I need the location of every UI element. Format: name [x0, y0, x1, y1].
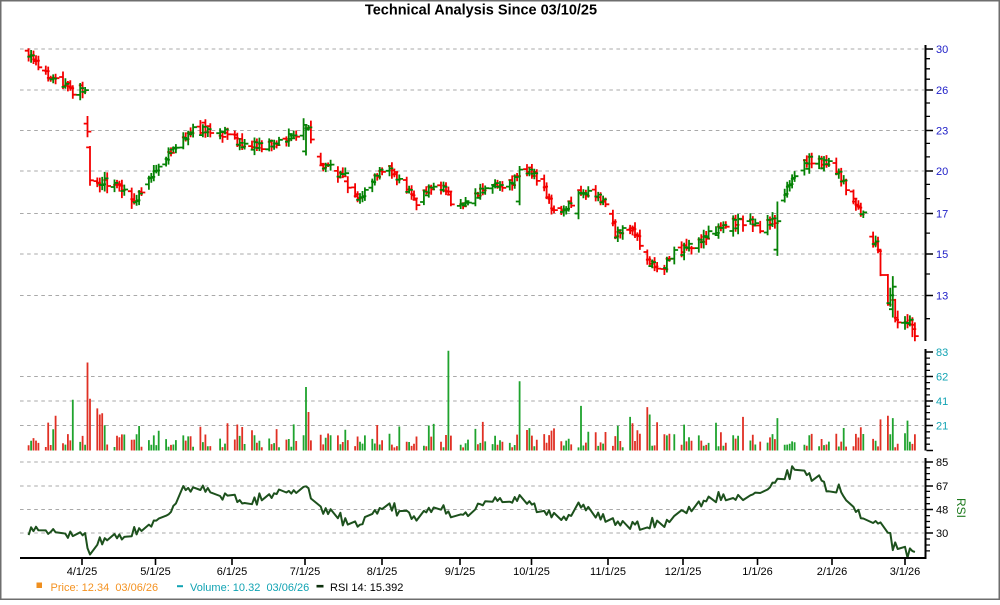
svg-text:11/1/25: 11/1/25: [590, 566, 626, 578]
svg-text:RSI: RSI: [954, 498, 968, 518]
svg-text:26: 26: [936, 85, 948, 97]
svg-text:83: 83: [936, 347, 948, 359]
svg-text:12/1/25: 12/1/25: [665, 566, 702, 578]
svg-text:Volume: 10.32 03/06/26: Volume: 10.32 03/06/26: [190, 582, 309, 594]
svg-text:RSI 14: 15.392: RSI 14: 15.392: [330, 582, 403, 594]
svg-text:23: 23: [936, 126, 948, 138]
svg-text:7/1/25: 7/1/25: [290, 566, 321, 578]
svg-text:15: 15: [936, 249, 948, 261]
svg-text:9/1/25: 9/1/25: [445, 566, 476, 578]
svg-text:85: 85: [936, 457, 948, 469]
svg-text:5/1/25: 5/1/25: [140, 566, 171, 578]
svg-text:30: 30: [936, 528, 948, 540]
svg-text:30: 30: [936, 44, 948, 56]
svg-text:41: 41: [936, 396, 948, 408]
svg-text:1/1/26: 1/1/26: [742, 566, 773, 578]
svg-text:10/1/25: 10/1/25: [513, 566, 550, 578]
svg-text:21: 21: [936, 421, 948, 433]
svg-text:48: 48: [936, 505, 948, 517]
svg-text:8/1/25: 8/1/25: [367, 566, 398, 578]
svg-text:17: 17: [936, 209, 948, 221]
svg-text:67: 67: [936, 481, 948, 493]
svg-text:4/1/25: 4/1/25: [67, 566, 98, 578]
svg-text:2/1/26: 2/1/26: [817, 566, 848, 578]
svg-text:13: 13: [936, 291, 948, 303]
svg-text:6/1/25: 6/1/25: [217, 566, 248, 578]
svg-text:62: 62: [936, 372, 948, 384]
svg-text:20: 20: [936, 166, 948, 178]
svg-text:3/1/26: 3/1/26: [890, 566, 921, 578]
svg-text:Price: 12.34 03/06/26: Price: 12.34 03/06/26: [51, 582, 159, 594]
svg-text:Technical Analysis Since 03/10: Technical Analysis Since 03/10/25: [365, 3, 597, 19]
